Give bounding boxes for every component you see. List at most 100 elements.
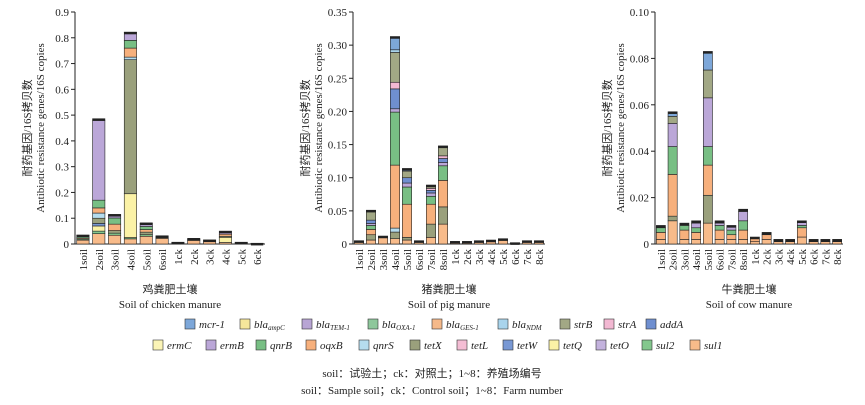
x-tick-label: 8ck xyxy=(832,249,844,265)
bar-cap xyxy=(820,239,830,242)
bar-segment-addA xyxy=(390,88,400,110)
bar-stack-3soil xyxy=(108,214,122,245)
x-tick-label: 2soil xyxy=(94,249,106,270)
x-tick-label: 5ck xyxy=(498,249,510,265)
y-axis-title-en: Antibiotic resistance genes/16S copies xyxy=(615,43,627,213)
legend-item-blaTEM-1: blaTEM-1 xyxy=(301,318,350,332)
bar-stack-5ck xyxy=(498,238,508,245)
y-tick-label: 0.9 xyxy=(55,7,69,19)
legend-label: sul1 xyxy=(704,340,722,352)
x-tick-label: 6ck xyxy=(252,249,264,265)
bar-segment-sul1 xyxy=(702,222,713,245)
legend-swatch xyxy=(689,339,701,351)
legend-item-ermB: ermB xyxy=(205,339,244,352)
bar-cap xyxy=(140,222,153,226)
x-tick-label: 7soil xyxy=(726,249,738,270)
x-tick-label: 4soil xyxy=(691,249,703,270)
y-tick-label: 0.04 xyxy=(630,146,650,158)
legend-swatch xyxy=(431,318,443,330)
bar-cap xyxy=(426,185,436,188)
bar-segment-qnrB xyxy=(390,111,400,166)
legend-item-blaNDM: blaNDM xyxy=(497,318,543,332)
bar-cap xyxy=(402,168,412,171)
y-tick-label: 0.10 xyxy=(630,7,650,19)
bar-stack-4ck xyxy=(785,239,796,245)
bar-segment-ermB xyxy=(714,222,725,226)
bar-stack-6soil xyxy=(155,235,169,245)
bar-cap xyxy=(414,240,424,243)
legend-swatch xyxy=(641,339,653,351)
bar-segment-qnrB xyxy=(796,225,807,229)
bar-segment-sul1 xyxy=(691,239,702,245)
bar-segment-sul1 xyxy=(76,239,90,245)
bar-segment-oqxB xyxy=(218,233,232,237)
bar-stack-8soil xyxy=(738,208,749,245)
x-tick-label: 5soil xyxy=(402,249,414,270)
bar-cap xyxy=(679,223,689,226)
bar-segment-sul1 xyxy=(108,234,122,245)
bar-segment-sul2 xyxy=(92,230,106,234)
bar-segment-strB xyxy=(702,69,713,99)
bar-segment-tetX xyxy=(366,234,376,241)
x-tick-label: 6soil xyxy=(715,249,727,270)
bar-segment-sul1 xyxy=(667,220,678,245)
bar-segment-oqxB xyxy=(796,227,807,238)
x-tick-label: 6soil xyxy=(157,249,169,270)
x-tick-label: 1ck xyxy=(750,249,762,265)
legend-swatch xyxy=(502,339,514,351)
legend: mcr-1 blaampC blaTEM-1 blaOXA-1 blaGES-1 blaN… xyxy=(152,318,722,352)
bar-cap xyxy=(354,240,364,243)
bar-segment-oqxB xyxy=(438,180,448,208)
bar-segment-qnrB xyxy=(402,186,412,205)
legend-swatch xyxy=(205,339,217,351)
bar-stack-3soil xyxy=(679,222,690,245)
bar-segment-addA xyxy=(438,158,448,163)
bar-segment-tetX xyxy=(390,231,400,239)
bar-segment-qnrS xyxy=(123,56,137,60)
bar-segment-sul1 xyxy=(738,239,749,245)
y-tick-label: 0 xyxy=(64,239,70,251)
bar-segment-tetW xyxy=(92,223,106,227)
bar-segment-sul2 xyxy=(108,232,122,236)
legend-item-tetX: tetX xyxy=(409,339,443,352)
x-tick-label: 6ck xyxy=(809,249,821,265)
x-tick-label: 1soil xyxy=(656,249,668,270)
bar-segment-ermB xyxy=(667,123,678,147)
note-english: soil：Sample soil；ck：Control soil；1~8：Far… xyxy=(301,385,563,397)
bar-cap xyxy=(750,237,760,240)
bar-segment-tetX xyxy=(438,206,448,225)
x-tick-label: 2ck xyxy=(762,249,774,265)
bar-segment-ermB xyxy=(426,192,436,197)
bar-segment-qnrB xyxy=(426,195,436,205)
chart-panel-3: 0 0.02 0.04 0.06 0.08 0.10 耐药基因/16S拷贝数 Antibiot… xyxy=(600,7,844,311)
panel-title-cn: 牛粪肥土壤 xyxy=(722,282,777,296)
legend-swatch xyxy=(239,318,251,330)
bar-segment-sul1 xyxy=(123,238,137,245)
x-tick-label: 6soil xyxy=(414,249,426,270)
bar-segment-oqxB xyxy=(691,232,702,240)
bar-cap xyxy=(510,242,520,245)
x-tick-label: 7ck xyxy=(522,249,534,265)
y-tick-label: 0.1 xyxy=(55,213,69,225)
legend-swatch xyxy=(301,318,313,330)
legend-swatch xyxy=(456,339,468,351)
x-tick-label: 3soil xyxy=(378,249,390,270)
x-tick-label: 4ck xyxy=(785,249,797,265)
x-tick-label: 4ck xyxy=(486,249,498,265)
x-tick-label: 6ck xyxy=(510,249,522,265)
legend-label: blaGES-1 xyxy=(446,319,479,332)
legend-label: blaNDM xyxy=(512,319,543,332)
panel-title-cn: 鸡粪肥土壤 xyxy=(143,282,198,296)
x-tick-label: 4ck xyxy=(220,249,232,265)
y-tick-label: 0.2 xyxy=(55,187,69,199)
bar-cap xyxy=(534,240,544,243)
bar-cap xyxy=(76,234,90,238)
bar-segment-tetX xyxy=(92,217,106,224)
legend-label: tetW xyxy=(517,340,538,352)
y-axis-title-cn: 耐药基因/16S拷贝数 xyxy=(298,79,312,176)
bar-cap xyxy=(809,239,819,242)
bar-segment-sul1 xyxy=(92,233,106,245)
bar-stack-6soil xyxy=(714,220,725,245)
bar-segment-mcr-1 xyxy=(702,51,713,71)
bar-stack-5soil xyxy=(402,168,412,245)
